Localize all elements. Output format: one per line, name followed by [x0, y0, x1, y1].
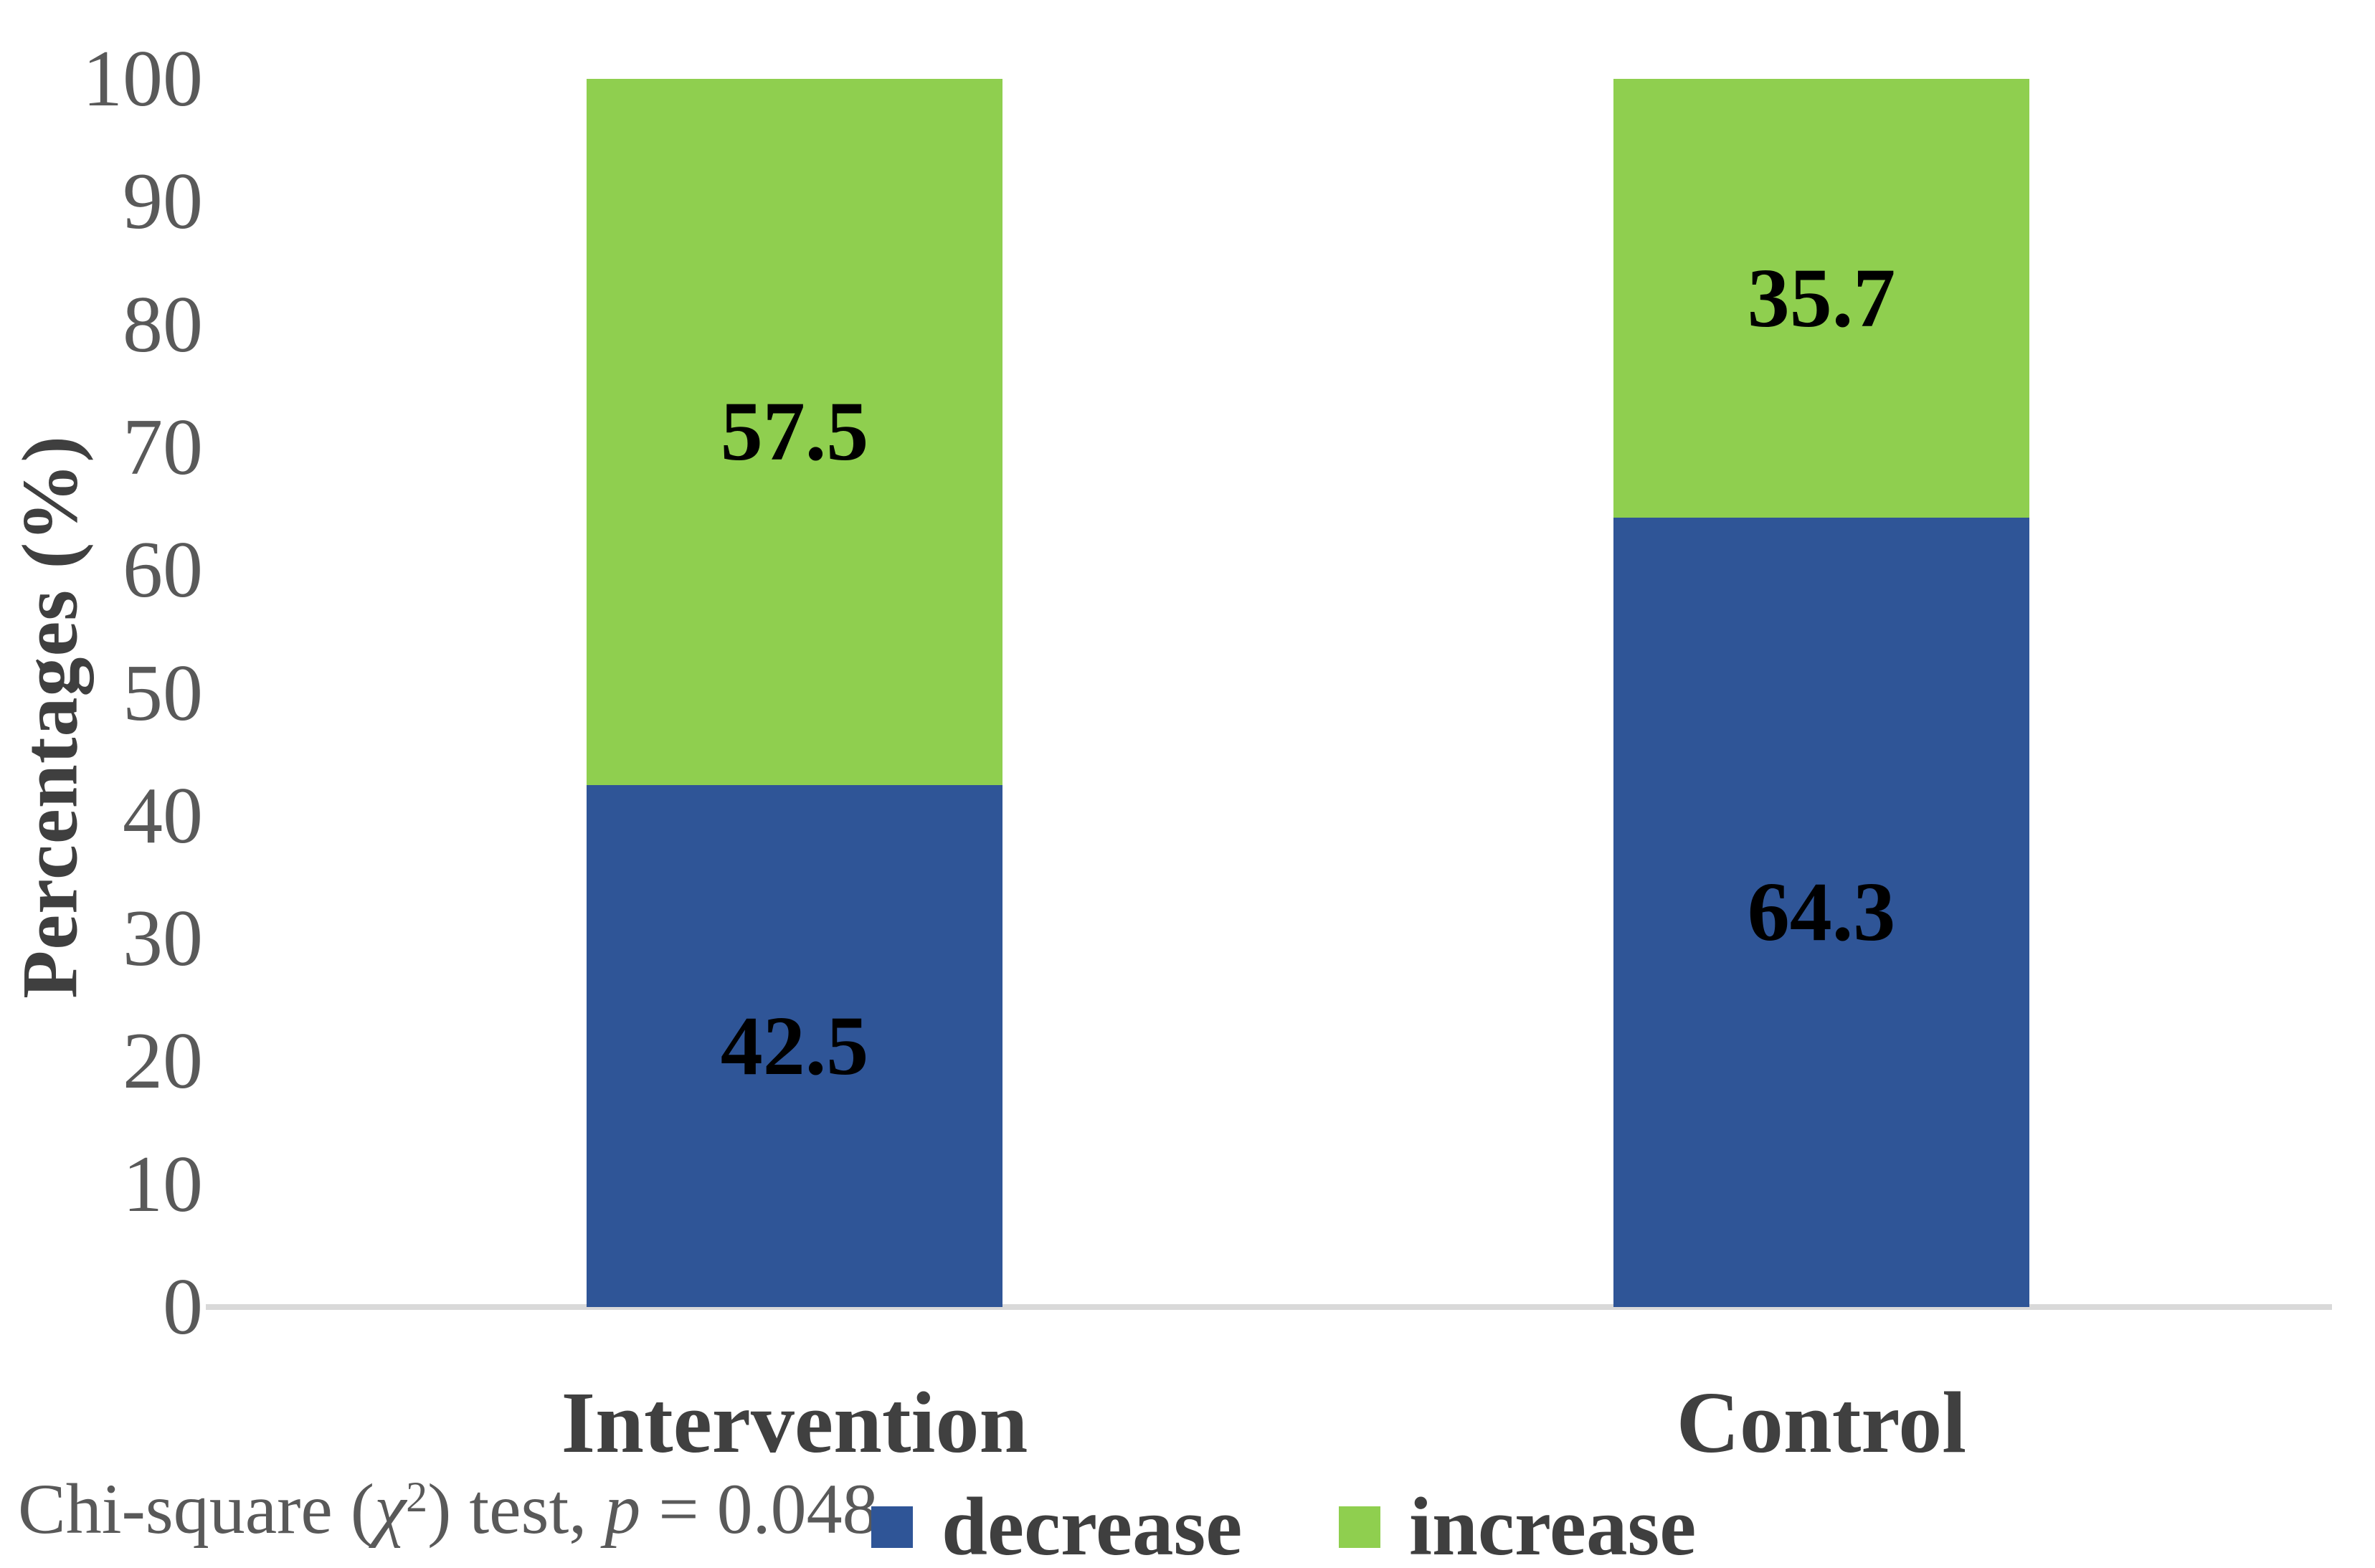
x-axis-line — [206, 1304, 2332, 1310]
note-chi-symbol: χ — [374, 1469, 407, 1549]
bar-segment-decrease: 42.5 — [587, 784, 1002, 1307]
category-label: Control — [1676, 1374, 1967, 1471]
y-tick-label: 10 — [123, 1139, 203, 1229]
y-tick-label: 40 — [123, 771, 203, 860]
y-tick-label: 50 — [123, 648, 203, 738]
note-p-symbol: p — [605, 1469, 641, 1549]
legend-label: increase — [1409, 1481, 1697, 1568]
legend-item-increase: increase — [1339, 1486, 1696, 1568]
bar-segment-decrease: 64.3 — [1613, 517, 2029, 1307]
note-middle: ) test, — [427, 1469, 605, 1549]
value-label: 57.5 — [720, 384, 869, 479]
y-tick-label: 70 — [123, 402, 203, 492]
value-label: 42.5 — [720, 998, 869, 1093]
legend-item-decrease: decrease — [871, 1486, 1242, 1568]
y-tick-label: 100 — [82, 34, 203, 123]
y-tick-label: 0 — [163, 1263, 203, 1351]
y-tick-label: 80 — [123, 280, 203, 369]
y-tick-label: 30 — [123, 894, 203, 984]
legend-label: decrease — [942, 1481, 1243, 1568]
note-prefix: Chi-square ( — [18, 1469, 375, 1549]
y-tick-label: 60 — [123, 526, 203, 615]
note-exponent: 2 — [406, 1473, 428, 1521]
y-tick-label: 90 — [123, 157, 203, 247]
bar-segment-increase: 57.5 — [587, 79, 1002, 785]
chi-square-note: Chi-square (χ2) test, p = 0.048 — [18, 1464, 878, 1554]
y-axis-tick-labels: 0 10 20 30 40 50 60 70 80 90 100 — [0, 0, 203, 1568]
bar-segment-increase: 35.7 — [1613, 79, 2029, 518]
legend-swatch-increase — [1339, 1506, 1380, 1548]
category-label: Intervention — [561, 1374, 1028, 1471]
value-label: 35.7 — [1747, 250, 1896, 345]
y-tick-label: 20 — [123, 1017, 203, 1106]
note-p-value: = 0.048 — [640, 1469, 878, 1549]
value-label: 64.3 — [1747, 865, 1896, 959]
legend-swatch-decrease — [871, 1506, 913, 1548]
